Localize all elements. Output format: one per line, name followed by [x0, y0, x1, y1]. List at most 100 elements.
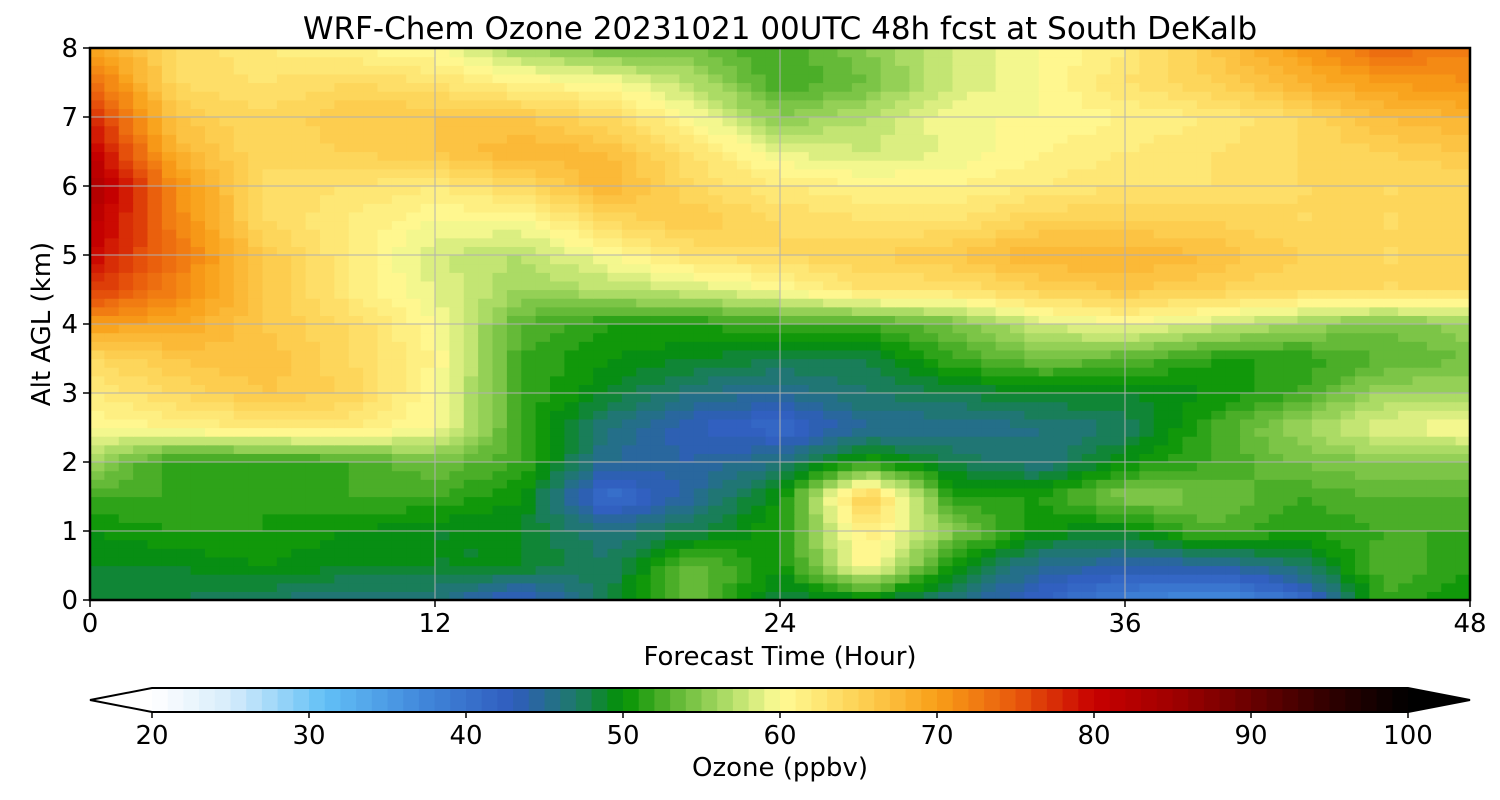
heatmap-cell: [1426, 324, 1442, 334]
heatmap-cell: [377, 349, 393, 360]
heatmap-cell: [650, 582, 666, 592]
heatmap-cell: [765, 151, 781, 161]
heatmap-cell: [1240, 246, 1255, 256]
heatmap-cell: [995, 582, 1011, 592]
heatmap-cell: [708, 574, 724, 584]
heatmap-cell: [291, 306, 307, 316]
heatmap-cell: [348, 324, 364, 334]
heatmap-cell: [1067, 255, 1083, 265]
heatmap-cell: [1182, 487, 1198, 498]
heatmap-cell: [420, 246, 436, 256]
heatmap-cell: [463, 280, 479, 291]
heatmap-cell: [1326, 211, 1342, 222]
heatmap-cell: [348, 160, 364, 170]
heatmap-cell: [535, 513, 551, 523]
heatmap-cell: [1412, 349, 1428, 360]
heatmap-cell: [751, 410, 767, 420]
heatmap-cell: [104, 142, 120, 153]
heatmap-cell: [1196, 341, 1212, 351]
heatmap-cell: [1254, 168, 1270, 178]
heatmap-cell: [1398, 203, 1414, 213]
heatmap-cell: [880, 220, 896, 230]
heatmap-cell: [506, 367, 522, 377]
heatmap-cell: [736, 582, 752, 592]
heatmap-cell: [1326, 168, 1342, 178]
heatmap-cell: [636, 401, 652, 411]
heatmap-cell: [391, 177, 407, 187]
heatmap-cell: [1398, 263, 1414, 273]
heatmap-cell: [463, 211, 479, 222]
heatmap-cell: [1297, 582, 1313, 592]
heatmap-cell: [463, 384, 479, 394]
heatmap-cell: [118, 479, 134, 489]
heatmap-cell: [823, 203, 839, 213]
heatmap-cell: [1182, 393, 1198, 403]
heatmap-cell: [1398, 168, 1414, 178]
heatmap-cell: [1038, 591, 1054, 601]
heatmap-cell: [535, 332, 551, 342]
heatmap-cell: [1254, 280, 1270, 291]
heatmap-cell: [1340, 194, 1356, 204]
heatmap-cell: [1168, 522, 1184, 532]
heatmap-cell: [1053, 160, 1069, 170]
heatmap-cell: [1024, 186, 1040, 196]
heatmap-cell: [334, 306, 350, 316]
heatmap-cell: [1211, 556, 1227, 567]
heatmap-cell: [521, 496, 537, 506]
heatmap-cell: [866, 401, 882, 411]
heatmap-cell: [1110, 522, 1126, 532]
heatmap-cell: [981, 418, 997, 429]
heatmap-cell: [334, 298, 350, 308]
heatmap-cell: [1182, 548, 1198, 558]
heatmap-cell: [1455, 151, 1471, 161]
heatmap-cell: [1455, 341, 1471, 351]
heatmap-cell: [794, 203, 810, 213]
heatmap-cell: [780, 393, 795, 403]
heatmap-cell: [1081, 341, 1097, 351]
heatmap-cell: [1010, 453, 1025, 463]
heatmap-cell: [1125, 220, 1140, 230]
heatmap-cell: [320, 556, 335, 567]
heatmap-cell: [1455, 306, 1471, 316]
heatmap-cell: [1340, 298, 1356, 308]
heatmap-cell: [363, 255, 379, 265]
heatmap-cell: [320, 168, 335, 178]
heatmap-cell: [535, 255, 551, 265]
heatmap-cell: [578, 203, 594, 213]
heatmap-cell: [291, 427, 307, 437]
heatmap-cell: [435, 246, 450, 256]
heatmap-cell: [463, 375, 479, 385]
heatmap-cell: [334, 574, 350, 584]
heatmap-cell: [1398, 462, 1414, 472]
heatmap-cell: [1455, 522, 1471, 532]
heatmap-cell: [837, 487, 853, 498]
heatmap-cell: [1398, 591, 1414, 601]
heatmap-cell: [1225, 349, 1241, 360]
heatmap-cell: [248, 427, 264, 437]
heatmap-cell: [406, 470, 422, 480]
heatmap-cell: [1398, 505, 1414, 515]
heatmap-cell: [1340, 505, 1356, 515]
heatmap-cell: [506, 332, 522, 342]
heatmap-cell: [435, 324, 450, 334]
heatmap-cell: [190, 565, 206, 575]
heatmap-cell: [492, 220, 508, 230]
heatmap-cell: [348, 556, 364, 567]
heatmap-cell: [938, 410, 954, 420]
heatmap-cell: [478, 470, 494, 480]
heatmap-cell: [205, 479, 220, 489]
heatmap-cell: [1010, 375, 1025, 385]
heatmap-cell: [794, 358, 810, 368]
heatmap-cell: [190, 462, 206, 472]
heatmap-cell: [722, 582, 738, 592]
heatmap-cell: [981, 237, 997, 247]
heatmap-cell: [650, 591, 666, 601]
heatmap-cell: [1455, 401, 1471, 411]
heatmap-cell: [377, 513, 393, 523]
heatmap-cell: [909, 401, 925, 411]
heatmap-cell: [1125, 289, 1140, 299]
heatmap-cell: [1326, 393, 1342, 403]
heatmap-cell: [837, 324, 853, 334]
heatmap-cell: [219, 556, 235, 567]
heatmap-cell: [952, 151, 968, 161]
